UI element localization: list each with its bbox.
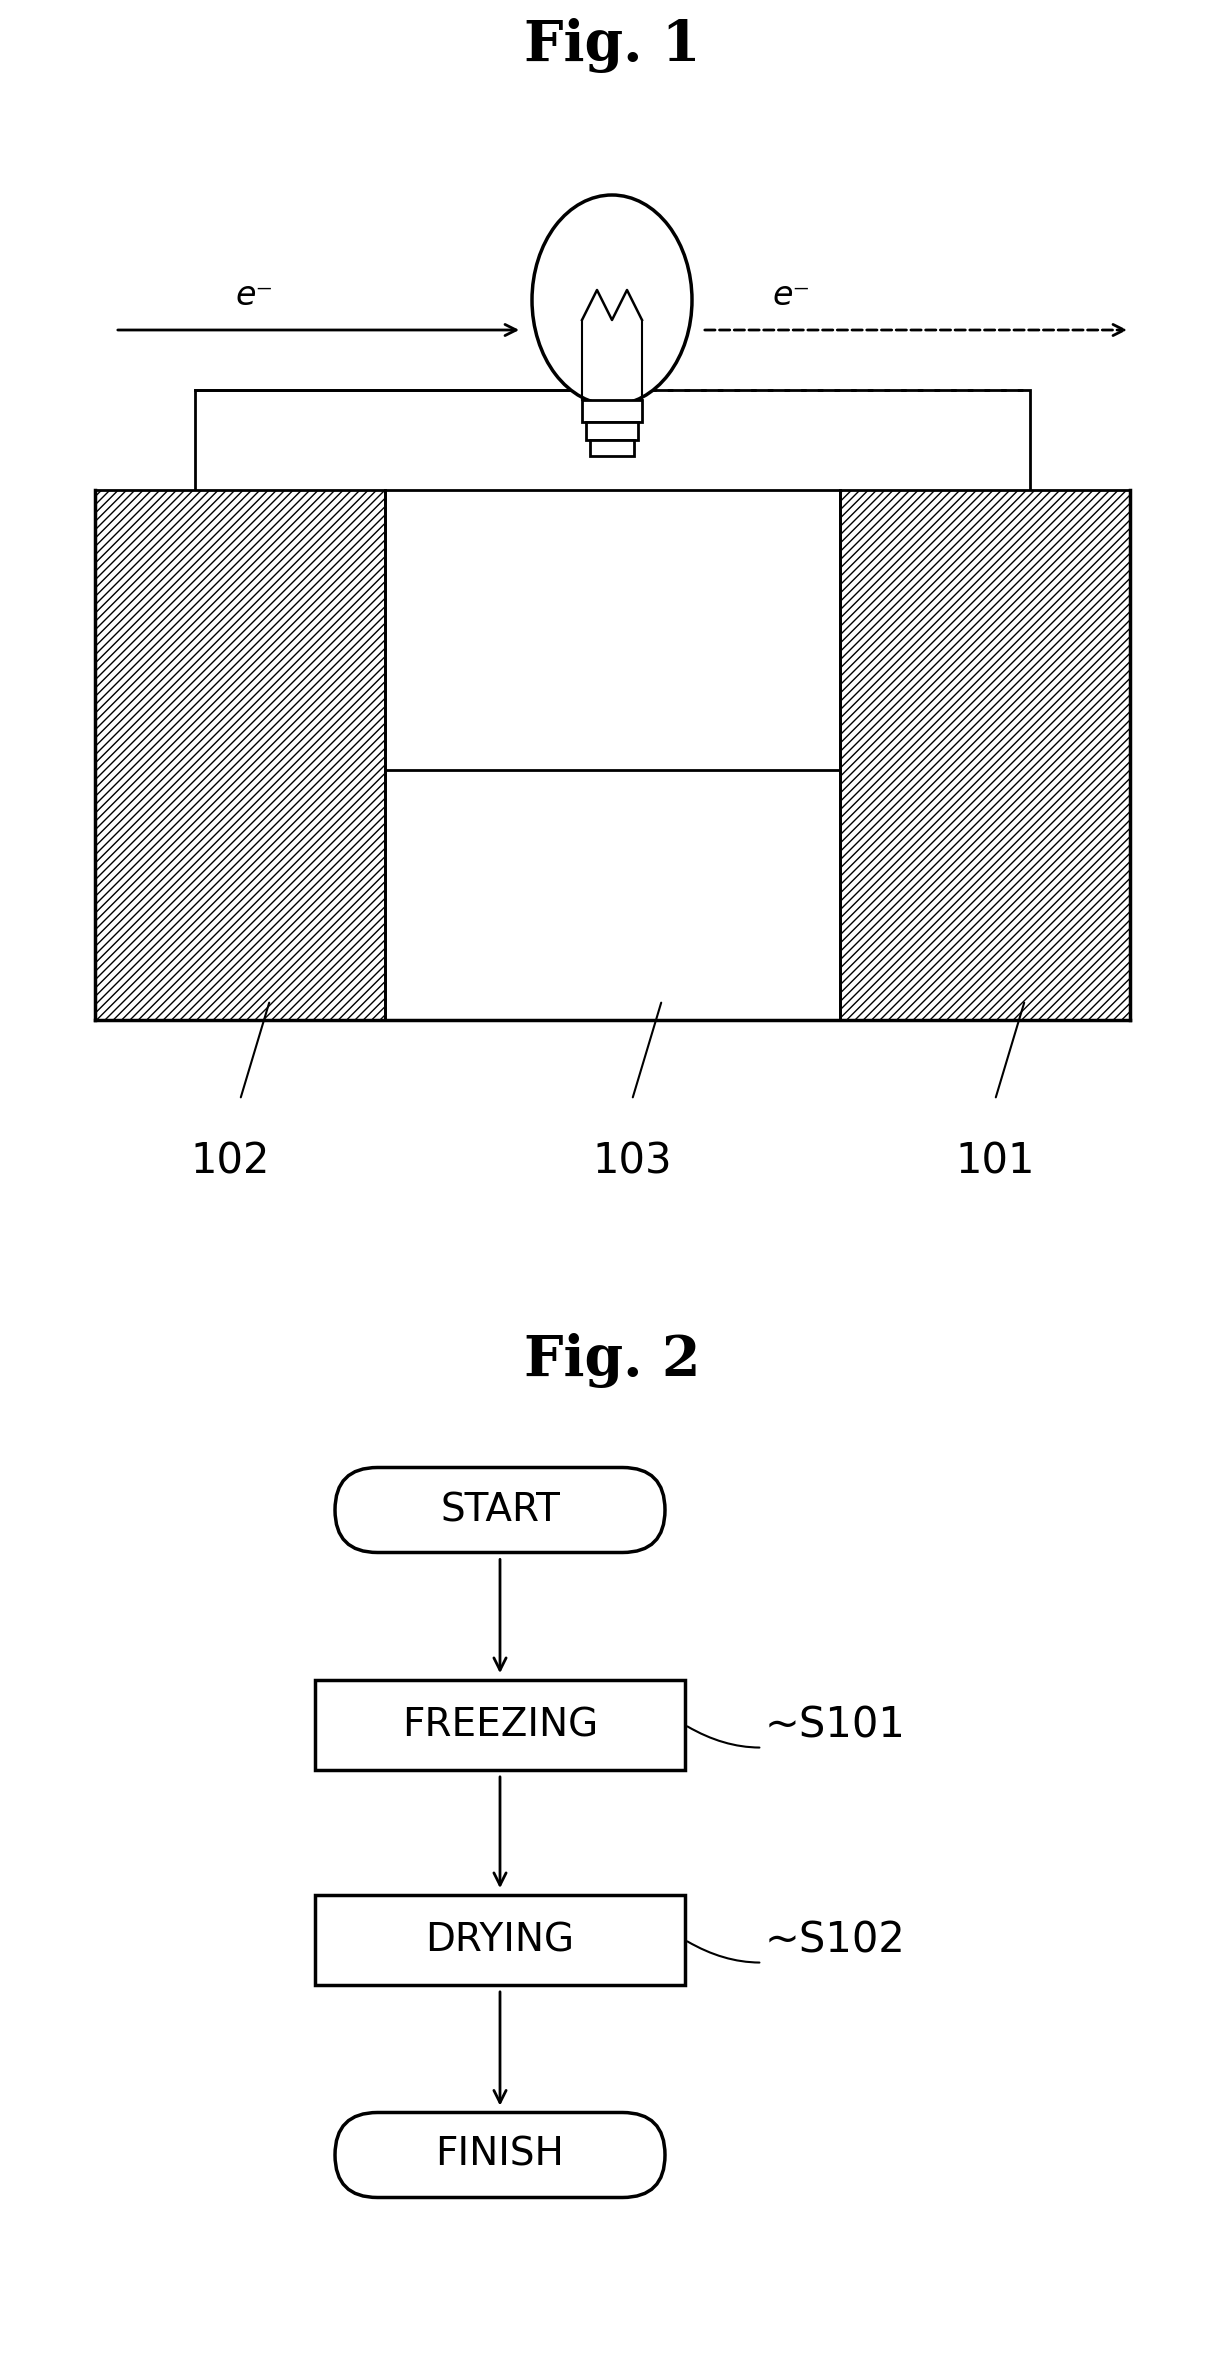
FancyBboxPatch shape — [334, 2113, 665, 2198]
Bar — [315, 1895, 685, 1985]
Text: 102: 102 — [190, 1140, 270, 1183]
Text: e⁻: e⁻ — [236, 279, 274, 312]
Bar — [96, 490, 385, 1020]
Text: FINISH: FINISH — [436, 2136, 565, 2174]
Bar — [840, 490, 1129, 1020]
Ellipse shape — [532, 194, 692, 405]
Text: DRYING: DRYING — [425, 1921, 575, 1959]
Text: START: START — [440, 1491, 560, 1528]
Bar — [586, 421, 638, 440]
Text: Fig. 2: Fig. 2 — [524, 1332, 701, 1386]
Text: FREEZING: FREEZING — [402, 1706, 598, 1744]
Text: ~S101: ~S101 — [687, 1704, 905, 1748]
Bar — [195, 390, 1030, 769]
Bar — [315, 1680, 685, 1770]
Text: 103: 103 — [592, 1140, 671, 1183]
Text: 101: 101 — [956, 1140, 1035, 1183]
Text: ~S102: ~S102 — [687, 1919, 905, 1961]
Bar — [590, 440, 635, 457]
Bar — [582, 400, 642, 421]
FancyBboxPatch shape — [334, 1467, 665, 1552]
Text: e⁻: e⁻ — [773, 279, 811, 312]
Text: Fig. 1: Fig. 1 — [524, 17, 701, 73]
